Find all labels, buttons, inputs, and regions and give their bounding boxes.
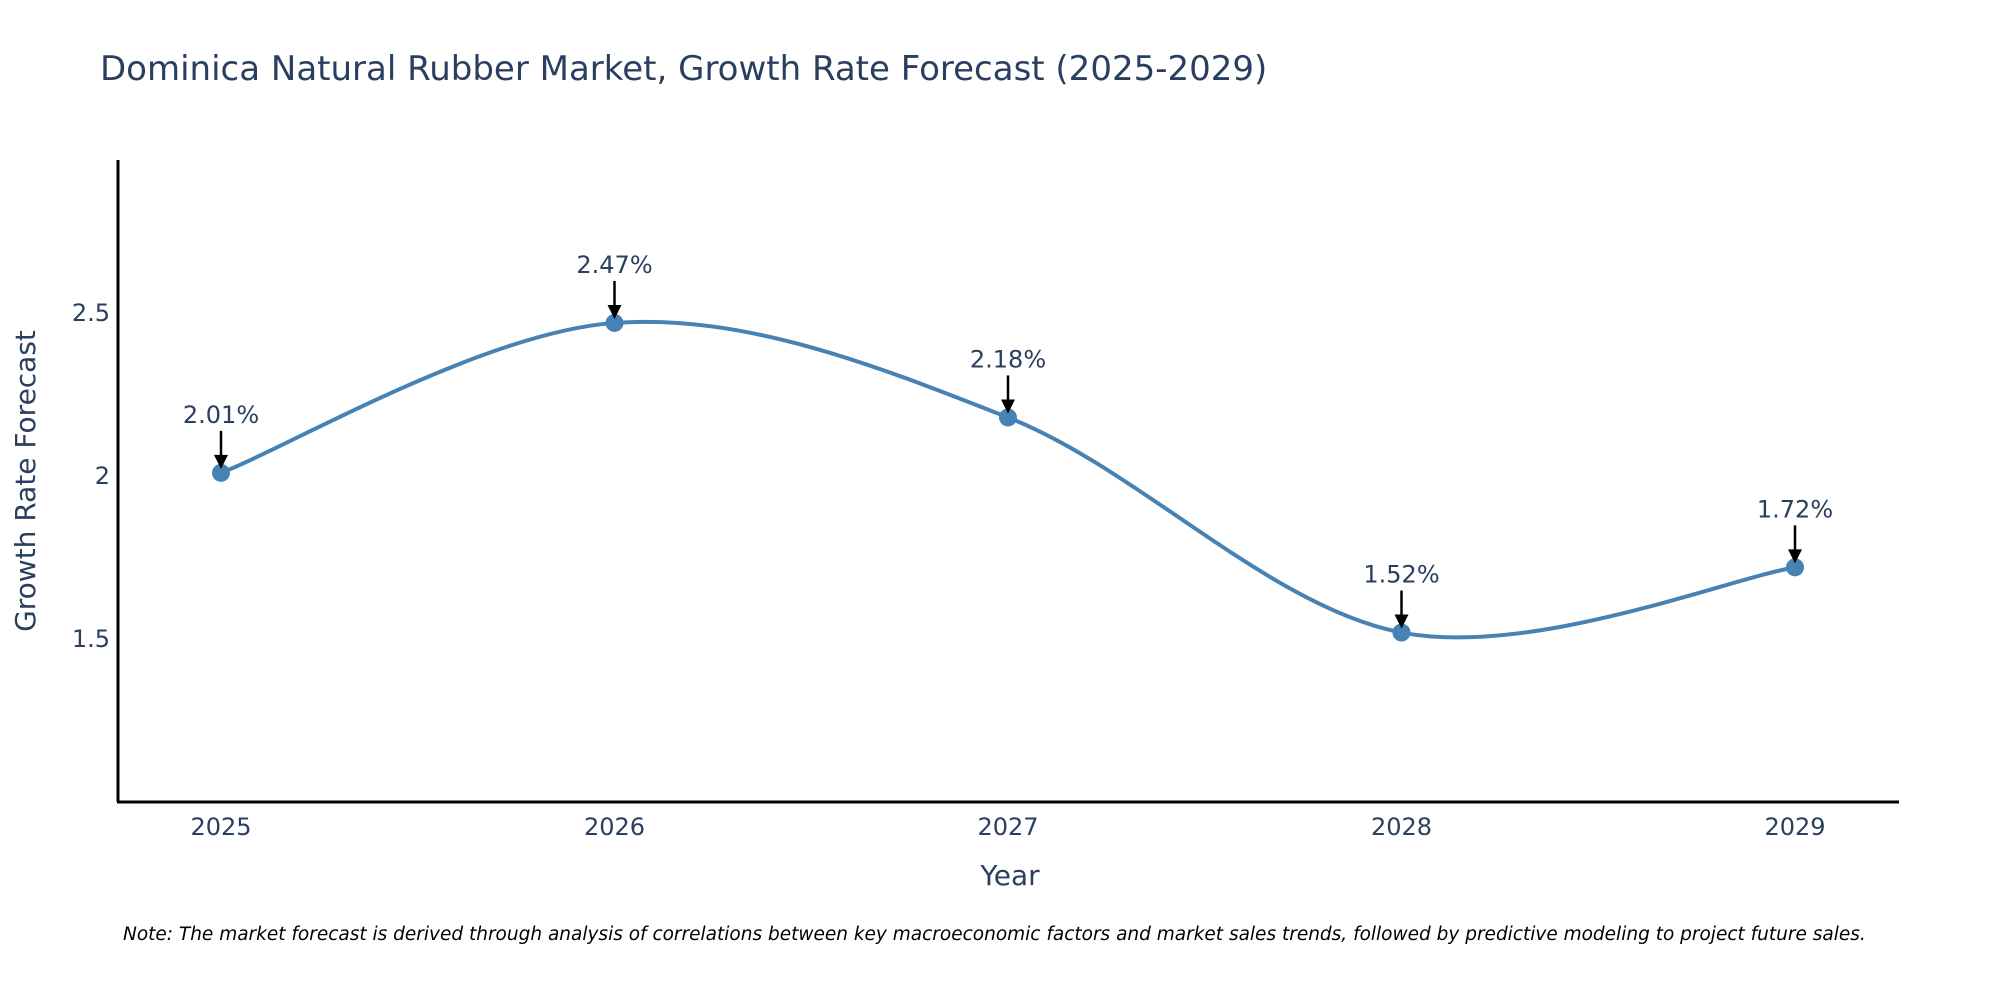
- data-label: 2.47%: [576, 251, 652, 279]
- footnote: Note: The market forecast is derived thr…: [123, 924, 1866, 945]
- data-point: [212, 463, 230, 482]
- chart-title: Dominica Natural Rubber Market, Growth R…: [100, 49, 1267, 89]
- data-point: [605, 313, 624, 332]
- data-annotations: 2.01% 2.47% 2.18% 1.52% 1.72%: [183, 251, 1833, 629]
- data-markers: [212, 313, 1804, 642]
- y-axis-title: Growth Rate Forecast: [9, 330, 42, 632]
- x-tick-label: 2029: [1764, 813, 1825, 841]
- y-tick-label: 2.5: [72, 299, 110, 327]
- x-tick-label: 2028: [1371, 813, 1432, 841]
- annotation-arrow-head: [214, 454, 228, 469]
- data-label: 2.18%: [970, 345, 1046, 373]
- data-label: 1.52%: [1363, 561, 1439, 589]
- data-label: 1.72%: [1757, 495, 1833, 523]
- y-tick-label: 1.5: [72, 625, 110, 653]
- data-point: [999, 408, 1017, 427]
- x-tick-label: 2027: [977, 813, 1038, 841]
- x-tick-label: 2026: [584, 813, 645, 841]
- x-tick-label: 2025: [190, 813, 251, 841]
- x-tick-labels: 2025 2026 2027 2028 2029: [190, 813, 1825, 841]
- annotation-arrow-head: [1394, 614, 1409, 629]
- data-point: [1392, 623, 1411, 642]
- annotation-arrow-head: [1001, 399, 1015, 414]
- y-tick-label: 2: [95, 462, 110, 490]
- data-label: 2.01%: [183, 401, 259, 429]
- axes: [116, 160, 1899, 804]
- annotation-arrow-head: [1788, 549, 1802, 564]
- y-tick-labels: 1.5 2 2.5: [72, 299, 110, 653]
- data-point: [1786, 558, 1804, 577]
- x-axis-title: Year: [979, 859, 1040, 892]
- annotation-arrow-head: [607, 304, 622, 319]
